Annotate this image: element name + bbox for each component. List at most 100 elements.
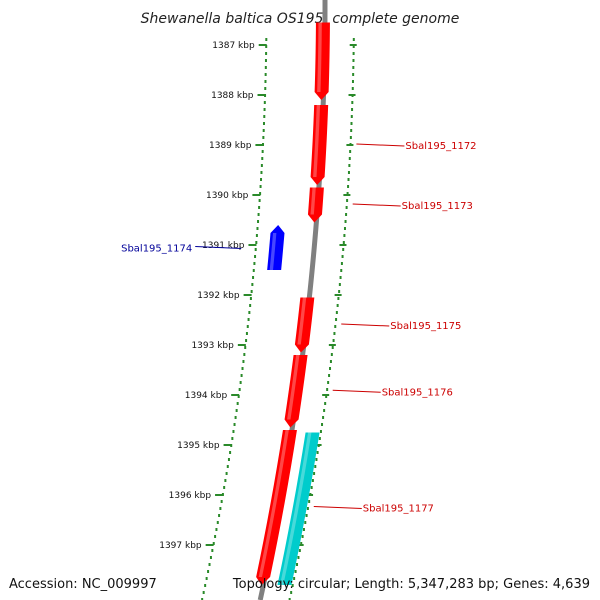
ruler-dot <box>346 192 349 195</box>
label-leader-line <box>352 203 401 207</box>
ruler-dot <box>290 591 293 594</box>
gene-arrow[interactable] <box>310 105 329 185</box>
gene-label: Sbal195_1176 <box>382 387 453 398</box>
gene-highlight <box>258 430 289 577</box>
gene-track <box>256 22 330 585</box>
ruler-dot <box>323 409 326 412</box>
ruler-dot <box>338 290 341 293</box>
ruler-dot <box>344 220 347 223</box>
ruler-dot <box>249 304 252 307</box>
ruler-dot <box>202 591 205 594</box>
ruler-dot <box>258 206 261 209</box>
ruler-dot <box>345 213 348 216</box>
ruler-dot <box>351 80 354 83</box>
tick-label: 1392 kbp <box>197 291 240 301</box>
ruler-dot <box>333 332 336 335</box>
tick-mark-right <box>334 294 342 296</box>
ruler-dot <box>265 38 268 41</box>
ruler-dot <box>325 395 328 398</box>
gene-highlight <box>313 105 321 177</box>
ruler-dot <box>234 416 237 419</box>
ruler-dot <box>327 381 330 384</box>
ruler-dot <box>207 570 210 573</box>
ruler-dot <box>298 549 301 552</box>
ruler-dot <box>336 304 339 307</box>
ruler-dot <box>300 542 303 545</box>
gene-label-group[interactable]: Sbal195_1172 <box>356 141 477 152</box>
tick-label: 1390 kbp <box>206 191 249 201</box>
ruler-dot <box>335 311 338 314</box>
ruler-dot <box>249 297 252 300</box>
gene-arrow[interactable] <box>256 430 297 585</box>
ruler-dot <box>254 248 257 251</box>
ruler-dot <box>329 360 332 363</box>
ruler-dot <box>262 122 265 125</box>
gene-arrow[interactable] <box>314 22 330 101</box>
ruler-dot <box>218 514 221 517</box>
gene-label-group[interactable]: Sbal195_1175 <box>341 321 461 332</box>
ruler-dot <box>318 437 321 440</box>
tick-label: 1388 kbp <box>211 91 254 101</box>
gene-arrow[interactable] <box>307 187 324 223</box>
ruler-dot <box>310 486 313 489</box>
ruler-dot <box>338 283 341 286</box>
ruler-dot <box>246 325 249 328</box>
ruler-dot <box>328 374 331 377</box>
ruler-dot <box>350 115 353 118</box>
ruler-dot <box>314 465 317 468</box>
tick-mark-left <box>215 494 224 496</box>
gene-highlight <box>269 233 277 270</box>
ruler-dot <box>219 507 222 510</box>
ruler-dot <box>256 227 259 230</box>
ruler-dot <box>322 416 325 419</box>
ruler-dot <box>352 45 355 48</box>
ruler-dot <box>329 367 332 370</box>
ruler-dot <box>265 52 268 55</box>
ruler-dot <box>352 66 355 69</box>
map-title: Shewanella baltica OS195, complete genom… <box>141 11 460 27</box>
ruler-dot <box>351 101 354 104</box>
ruler-dot <box>233 423 236 426</box>
label-leader-line <box>341 323 390 327</box>
ruler-dot <box>339 276 342 279</box>
feature-block[interactable] <box>277 432 320 586</box>
ruler-dot <box>347 185 350 188</box>
gene-label-group[interactable]: Sbal195_1177 <box>313 504 434 515</box>
gene-label: Sbal195_1173 <box>402 201 473 212</box>
ruler-dot <box>220 500 223 503</box>
gene-label-group[interactable]: Sbal195_1174 <box>121 244 242 255</box>
ruler-dot <box>332 339 335 342</box>
label-leader-line <box>195 246 242 249</box>
tick-mark-left <box>258 44 267 46</box>
label-leader-line <box>332 389 381 393</box>
ruler-dot <box>236 402 239 405</box>
ruler-dot <box>254 255 257 258</box>
ruler-dot <box>352 59 355 62</box>
ruler-dot <box>324 402 327 405</box>
tick-label: 1387 kbp <box>212 41 255 51</box>
ruler-dot <box>261 157 264 160</box>
ruler-dot <box>264 73 267 76</box>
gene-label: Sbal195_1177 <box>363 504 434 515</box>
ruler-dot <box>340 269 343 272</box>
ruler-dot <box>244 346 247 349</box>
tick-label: 1396 kbp <box>169 491 212 501</box>
ruler-dot <box>264 59 267 62</box>
ruler-dot <box>351 108 354 111</box>
label-leader-line <box>313 506 362 509</box>
gene-arrow[interactable] <box>294 297 315 353</box>
ruler-dot <box>308 500 311 503</box>
ruler-dot <box>351 87 354 90</box>
ruler-dot <box>315 458 318 461</box>
gene-highlight <box>310 187 316 215</box>
ruler-dot <box>238 388 241 391</box>
gene-arrow[interactable] <box>284 355 308 428</box>
ruler-dot <box>212 542 215 545</box>
gene-label-group[interactable]: Sbal195_1176 <box>332 387 453 398</box>
gene-label-group[interactable]: Sbal195_1173 <box>352 201 473 212</box>
ruler-dot <box>343 234 346 237</box>
gene-arrow[interactable] <box>267 225 285 270</box>
tick-mark-left <box>255 144 264 146</box>
ruler-dot <box>293 577 296 580</box>
